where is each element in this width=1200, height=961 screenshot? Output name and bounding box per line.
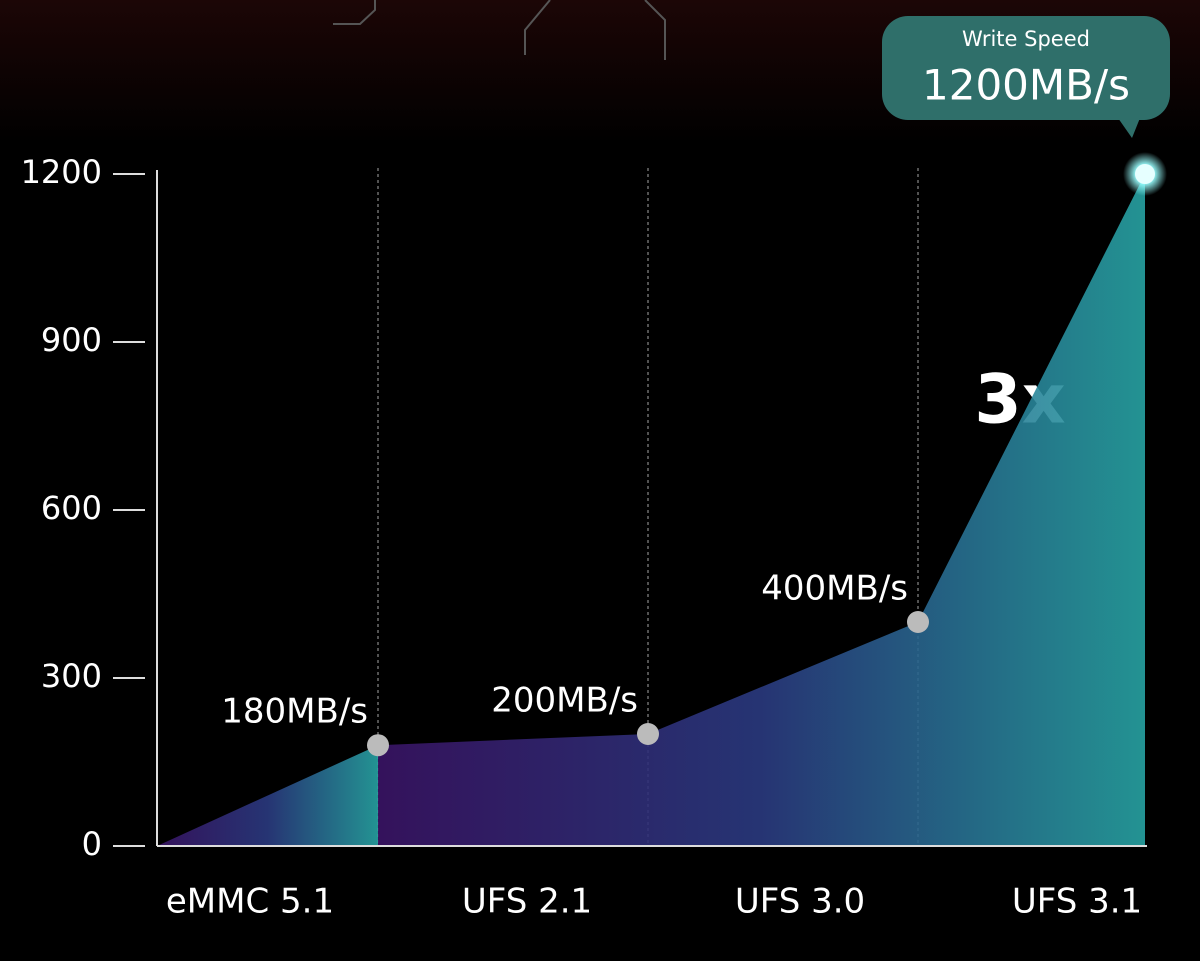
- value-label: 200MB/s: [491, 681, 638, 721]
- x-tick-label: UFS 3.1: [1012, 882, 1142, 922]
- data-point: [367, 734, 389, 757]
- callout-title: Write Speed: [962, 27, 1090, 51]
- value-label: 180MB/s: [221, 692, 368, 732]
- callout-pointer: [1118, 118, 1140, 138]
- area: [378, 174, 1145, 846]
- x-tick-label: UFS 3.0: [735, 882, 865, 922]
- x-tick-label: UFS 2.1: [462, 882, 592, 922]
- value-label: 400MB/s: [761, 569, 908, 609]
- callout-bubble: [882, 16, 1170, 120]
- data-point: [637, 723, 659, 745]
- data-point: [1135, 164, 1155, 184]
- callout-value: 1200MB/s: [922, 61, 1130, 110]
- y-tick-label: 900: [41, 321, 102, 359]
- y-tick-label: 600: [41, 489, 102, 527]
- data-point: [907, 611, 929, 633]
- y-tick-label: 300: [41, 657, 102, 695]
- y-tick-label: 0: [82, 825, 102, 863]
- circuit-decoration: [333, 0, 666, 60]
- x-tick-label: eMMC 5.1: [166, 882, 334, 922]
- area-lead-in: [157, 745, 378, 846]
- y-tick-label: 1200: [21, 153, 102, 191]
